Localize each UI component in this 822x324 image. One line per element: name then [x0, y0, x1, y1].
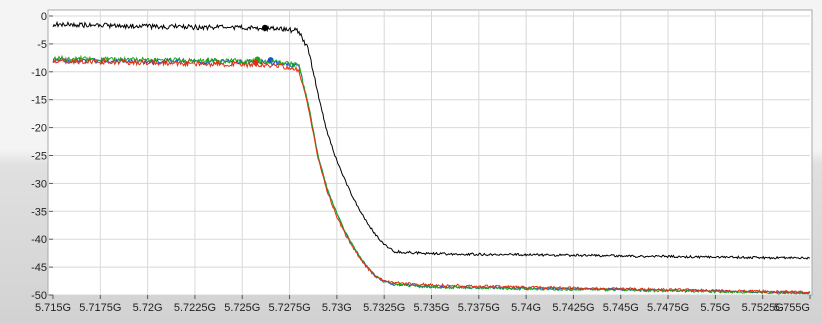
x-tick-label: 5.745G	[603, 302, 639, 314]
x-tick-label: 5.715G	[35, 302, 71, 314]
x-tick-label: 5.7175G	[79, 302, 121, 314]
y-tick-label: -45	[31, 262, 47, 274]
x-tick-label: 5.7325G	[363, 302, 405, 314]
x-tick-label: 5.74G	[511, 302, 541, 314]
x-tick-label: 5.735G	[413, 302, 449, 314]
grid	[53, 10, 810, 296]
y-tick-label: 0	[41, 11, 47, 23]
x-tick-label: 5.75G	[700, 302, 730, 314]
series-marker-1[interactable]	[261, 24, 268, 31]
x-tick-label: 5.7475G	[647, 302, 689, 314]
plot-area	[47, 9, 813, 296]
y-tick-label: -25	[31, 151, 47, 163]
y-tick-label: -5	[37, 39, 47, 51]
x-axis-ticks: 5.715G 5.7175G 5.72G 5.7225G 5.725G 5.7275G 5.…	[35, 295, 811, 314]
x-tick-label: 5.73G	[322, 302, 352, 314]
series-line-4	[53, 57, 811, 295]
y-tick-label: -35	[31, 206, 47, 218]
x-tick-label: 5.7525G	[742, 302, 784, 314]
x-tick-label: 5.755G	[774, 302, 810, 314]
x-tick-label: 5.7425G	[552, 302, 594, 314]
y-tick-label: -40	[31, 234, 47, 246]
y-tick-label: -30	[31, 178, 47, 190]
series-group	[52, 20, 811, 296]
x-tick-label: 5.7275G	[268, 302, 310, 314]
series-marker-4[interactable]	[252, 59, 259, 66]
y-tick-label: -10	[31, 67, 47, 79]
x-tick-label: 5.72G	[133, 302, 163, 314]
x-tick-label: 5.7225G	[174, 302, 216, 314]
y-tick-label: -15	[31, 95, 47, 107]
x-tick-label: 5.7375G	[458, 302, 500, 314]
y-axis-ticks: 0 -5 -10 -15 -20 -25 -30 -35 -40 -45 -50	[31, 11, 53, 302]
series-marker-2[interactable]	[267, 57, 274, 64]
y-tick-label: -20	[31, 123, 47, 135]
x-tick-label: 5.725G	[224, 302, 260, 314]
y-tick-label: -50	[31, 290, 47, 302]
series-line-1	[52, 20, 811, 260]
